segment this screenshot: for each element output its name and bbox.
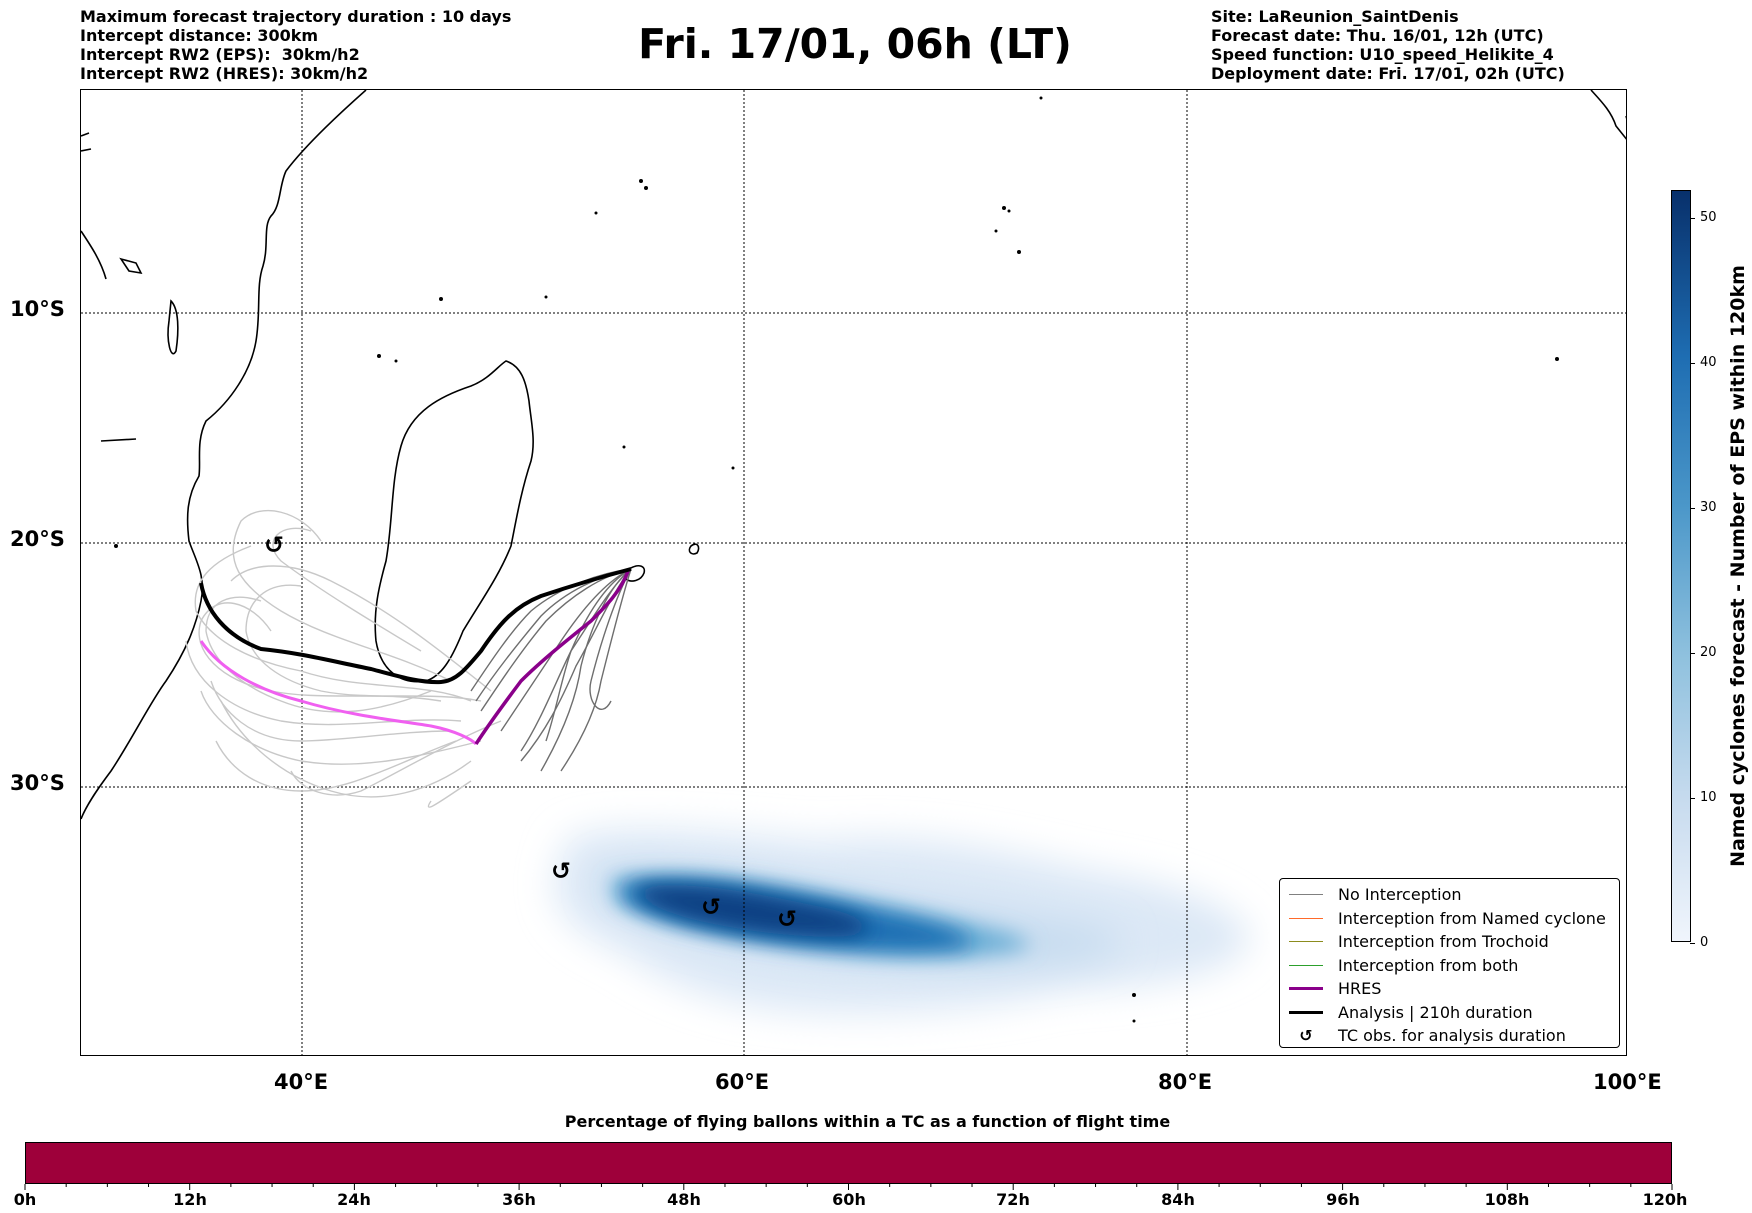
colorbar-tick: 0 <box>1689 935 1709 950</box>
tc-obs-icon: ↺ <box>701 893 721 921</box>
lon-label: 60°E <box>715 1070 770 1094</box>
legend-label: Analysis | 210h duration <box>1338 1002 1533 1022</box>
legend-label: No Interception <box>1338 885 1462 905</box>
legend-item: No Interception <box>1286 883 1619 907</box>
time-bar-label: 60h <box>832 1190 866 1209</box>
colorbar-tick-label: 20 <box>1700 645 1717 660</box>
time-bar-label: 72h <box>996 1190 1030 1209</box>
lat-label: 30°S <box>10 771 65 795</box>
time-bar <box>25 1142 1672 1184</box>
legend-label: Interception from Trochoid <box>1338 932 1549 952</box>
colorbar-tick: 50 <box>1690 210 1717 225</box>
legend-item: HRES <box>1286 977 1619 1001</box>
tc-obs-icon: ↺ <box>1299 1026 1313 1046</box>
lat-label: 10°S <box>10 297 65 321</box>
header-left-info: Maximum forecast trajectory duration : 1… <box>80 7 511 83</box>
lon-label: 100°E <box>1593 1070 1662 1094</box>
time-bar-label: 0h <box>13 1190 37 1209</box>
legend-item: Interception from Named cyclone <box>1286 907 1619 931</box>
eps-trajectories-dark <box>470 568 632 772</box>
legend-item: Interception from Trochoid <box>1286 930 1619 954</box>
colorbar-tick: 30 <box>1690 500 1717 515</box>
tc-obs-icon: ↺ <box>551 857 571 885</box>
legend-label: TC obs. for analysis duration <box>1338 1026 1566 1046</box>
map-area[interactable]: ↺ ↺ ↺ ↺ <box>80 89 1627 1056</box>
lat-label: 20°S <box>10 527 65 551</box>
colorbar-label: Named cyclones forecast - Number of EPS … <box>1727 265 1749 867</box>
header-right-line: Deployment date: Fri. 17/01, 02h (UTC) <box>1211 64 1565 83</box>
tc-obs-symbols: ↺ ↺ ↺ ↺ <box>264 531 797 933</box>
gridlines <box>81 90 1626 1055</box>
time-bar-label: 120h <box>1642 1190 1688 1209</box>
line-swatch-icon <box>1289 894 1323 896</box>
lon-label: 40°E <box>274 1070 329 1094</box>
colorbar-tick: 20 <box>1690 645 1717 660</box>
header-left-line: Maximum forecast trajectory duration : 1… <box>80 7 512 26</box>
page-title: Fri. 17/01, 06h (LT) <box>638 20 1072 68</box>
legend-item: ↺ TC obs. for analysis duration <box>1286 1024 1619 1048</box>
line-swatch-icon <box>1289 964 1323 966</box>
time-bar-label: 48h <box>667 1190 701 1209</box>
line-swatch-icon <box>1289 941 1323 943</box>
legend-label: Interception from both <box>1338 955 1519 975</box>
colorbar-tick-label: 30 <box>1700 500 1717 515</box>
legend-label: HRES <box>1338 979 1382 999</box>
line-swatch-icon <box>1289 987 1323 991</box>
hres-track <box>474 570 630 745</box>
time-bar-label: 108h <box>1484 1190 1530 1209</box>
header-right-line: Forecast date: Thu. 16/01, 12h (UTC) <box>1211 26 1544 45</box>
header-right-line: Speed function: U10_speed_Helikite_4 <box>1211 45 1554 64</box>
legend-label: Interception from Named cyclone <box>1338 908 1606 928</box>
colorbar-tick-label: 50 <box>1700 210 1717 225</box>
tc-obs-icon: ↺ <box>264 531 284 559</box>
legend-item: Analysis | 210h duration <box>1286 1001 1619 1025</box>
colorbar-tick-label: 10 <box>1700 790 1717 805</box>
hres-track-light <box>199 640 478 746</box>
colorbar-tick-label: 0 <box>1700 935 1709 950</box>
time-bar-title: Percentage of flying ballons within a TC… <box>564 1112 1171 1131</box>
colorbar <box>1671 190 1691 942</box>
map-svg: ↺ ↺ ↺ ↺ <box>81 90 1626 1055</box>
header-right-line: Site: LaReunion_SaintDenis <box>1211 7 1459 26</box>
colorbar-tick-label: 40 <box>1700 355 1717 370</box>
map-legend: No Interception Interception from Named … <box>1279 878 1620 1048</box>
time-bar-label: 12h <box>173 1190 207 1209</box>
analysis-track <box>199 567 632 685</box>
small-islands <box>114 96 1559 1023</box>
tc-obs-icon: ↺ <box>777 905 797 933</box>
lon-label: 80°E <box>1158 1070 1213 1094</box>
time-bar-label: 24h <box>337 1190 371 1209</box>
line-swatch-icon <box>1289 917 1323 919</box>
eps-trajectories-light <box>185 509 502 808</box>
time-bar-label: 84h <box>1161 1190 1195 1209</box>
header-left-line: Intercept distance: 300km <box>80 26 319 45</box>
colorbar-tick: 10 <box>1690 790 1717 805</box>
time-bar-label: 96h <box>1326 1190 1360 1209</box>
header-left-line: Intercept RW2 (EPS): 30km/h2 <box>80 45 360 64</box>
header-left-line: Intercept RW2 (HRES): 30km/h2 <box>80 64 369 83</box>
time-bar-label: 36h <box>502 1190 536 1209</box>
header-right-info: Site: LaReunion_SaintDenis Forecast date… <box>1211 7 1565 83</box>
line-swatch-icon <box>1289 1010 1323 1014</box>
legend-item: Interception from both <box>1286 954 1619 978</box>
eps-density-cloud <box>554 829 1251 1013</box>
time-bar-ticks <box>24 1184 1673 1190</box>
colorbar-tick: 40 <box>1690 355 1717 370</box>
